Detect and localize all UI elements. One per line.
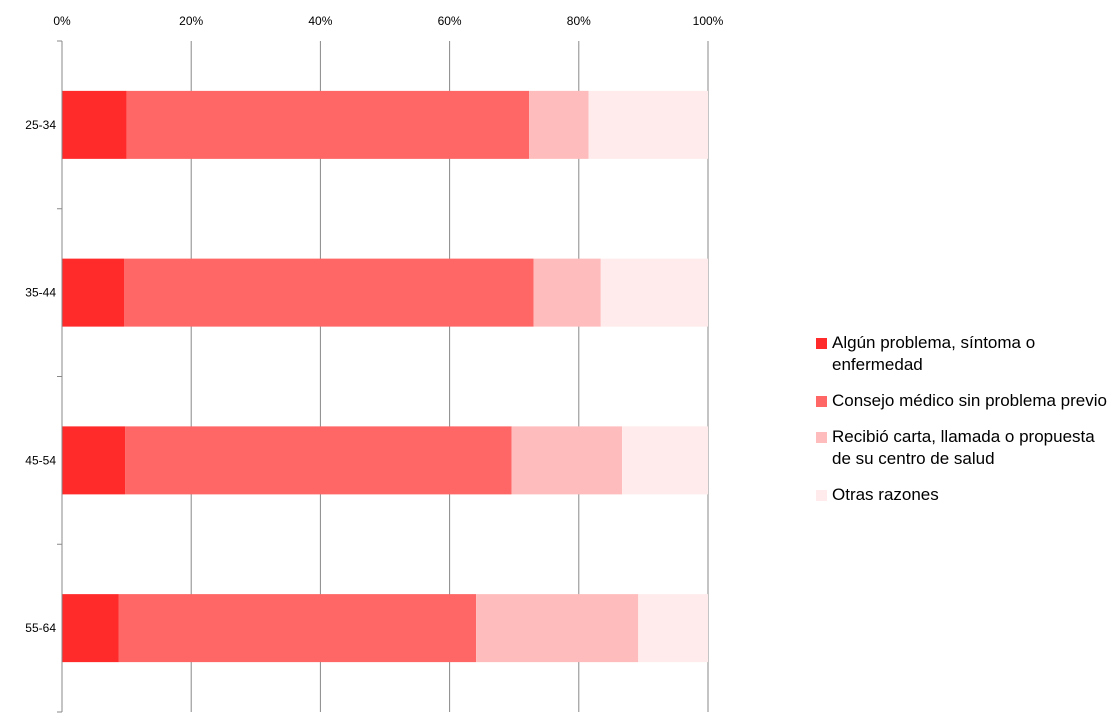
bar-segment xyxy=(588,90,708,159)
bar-segment xyxy=(62,594,119,663)
x-tick-label: 100% xyxy=(693,14,724,28)
bar-segment xyxy=(124,258,534,327)
bar-segment xyxy=(62,258,125,327)
legend-swatch xyxy=(816,396,827,407)
legend-label: Algún problema, síntoma o enfermedad xyxy=(832,333,1036,374)
bar-segment xyxy=(118,594,477,663)
legend-swatch xyxy=(816,338,827,349)
legend-item: Algún problema, síntoma o enfermedad xyxy=(816,332,1116,376)
bar-segments xyxy=(62,90,708,663)
legend-swatch xyxy=(816,490,827,501)
x-tick-label: 80% xyxy=(567,14,591,28)
y-tick-label: 55-64 xyxy=(25,621,56,635)
bar-segment xyxy=(529,90,589,159)
legend-label: Recibió carta, llamada o propuesta de su… xyxy=(832,427,1095,468)
y-axis xyxy=(57,40,63,713)
y-tick-label: 45-54 xyxy=(25,453,56,467)
bar-segment xyxy=(476,594,639,663)
x-tick-label: 60% xyxy=(438,14,462,28)
legend-item: Otras razones xyxy=(816,484,1116,506)
legend-swatch xyxy=(816,432,827,443)
x-tick-label: 40% xyxy=(308,14,332,28)
x-tick-label: 0% xyxy=(53,14,71,28)
x-tick-label: 20% xyxy=(179,14,203,28)
legend-item: Consejo médico sin problema previo xyxy=(816,390,1116,412)
legend-label: Consejo médico sin problema previo xyxy=(832,391,1107,410)
bar-segment xyxy=(622,426,708,495)
legend: Algún problema, síntoma o enfermedad Cons… xyxy=(816,332,1116,520)
bar-segment xyxy=(62,426,126,495)
legend-item: Recibió carta, llamada o propuesta de su… xyxy=(816,426,1116,470)
bar-segment xyxy=(125,426,512,495)
y-tick-label: 25-34 xyxy=(25,118,56,132)
bar-segment xyxy=(638,594,708,663)
bar-segment xyxy=(62,90,127,159)
legend-label: Otras razones xyxy=(832,485,939,504)
bar-segment xyxy=(126,90,530,159)
bar-segment xyxy=(511,426,623,495)
bar-segment xyxy=(533,258,601,327)
bar-segment xyxy=(600,258,708,327)
x-tick-labels: 0% 20% 40% 60% 80% 100% xyxy=(53,14,723,28)
y-tick-label: 35-44 xyxy=(25,286,56,300)
y-tick-labels: 25-34 35-44 45-54 55-64 xyxy=(25,118,56,635)
